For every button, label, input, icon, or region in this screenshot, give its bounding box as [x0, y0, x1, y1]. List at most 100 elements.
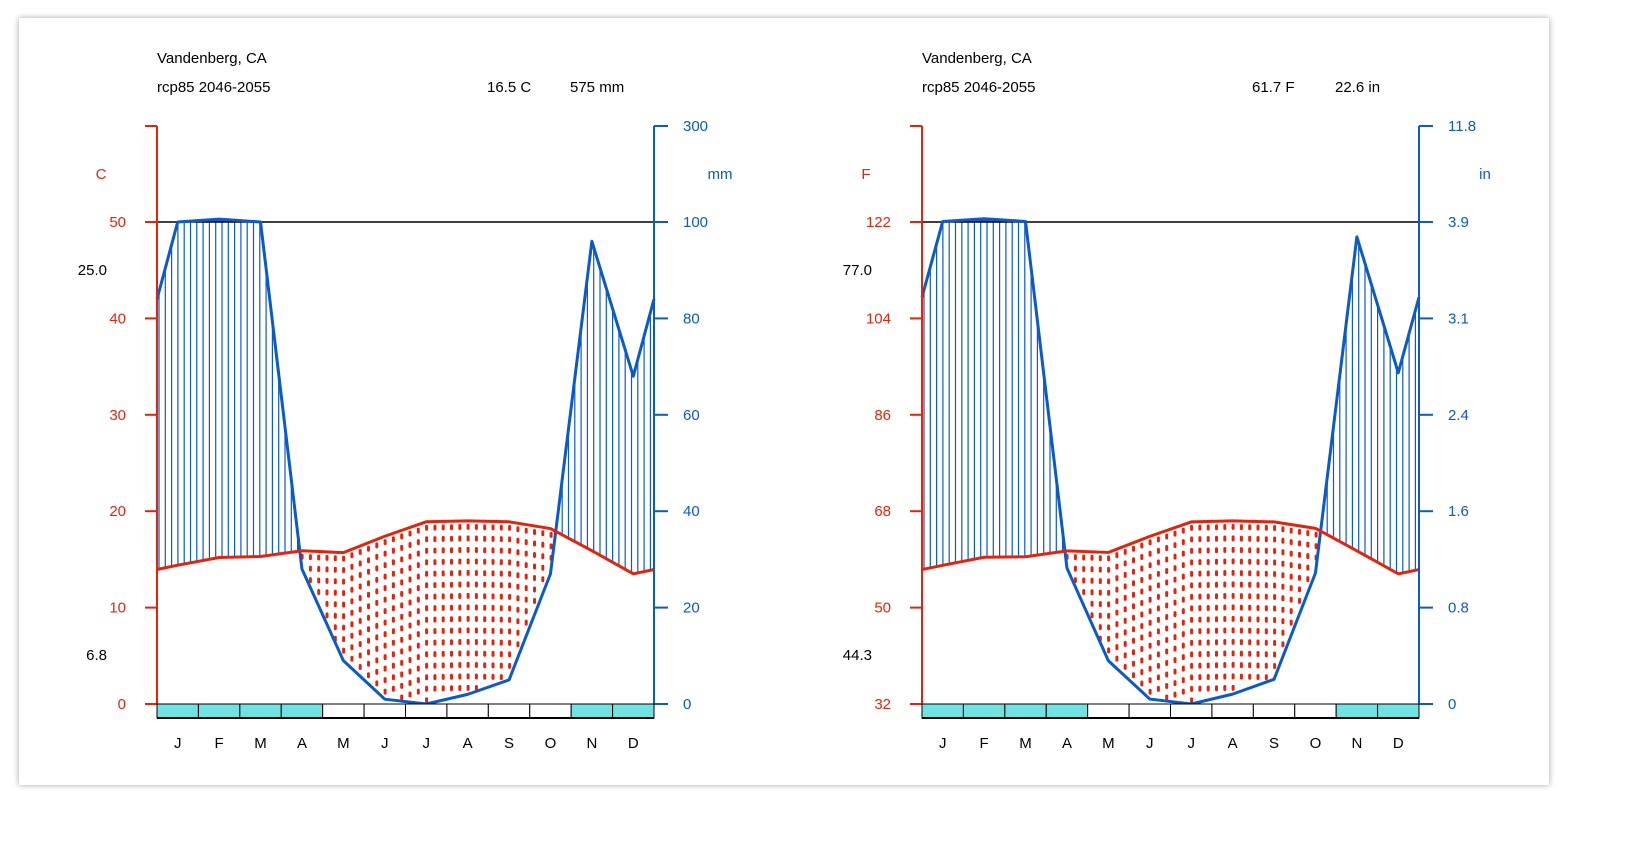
arid-dot	[1140, 634, 1144, 641]
arid-dot	[1206, 685, 1210, 692]
arid-dot	[1165, 648, 1169, 655]
arid-dot	[416, 527, 420, 534]
arid-dot	[516, 560, 520, 567]
arid-dot	[483, 558, 487, 565]
arid-dot	[1098, 578, 1102, 585]
arid-dot	[325, 612, 329, 619]
arid-dot	[1115, 655, 1119, 662]
arid-dot	[358, 606, 362, 613]
arid-dot	[408, 656, 412, 663]
arid-dot	[1156, 605, 1160, 612]
arid-dot	[483, 616, 487, 623]
arid-dot	[1090, 589, 1094, 596]
arid-dot	[358, 629, 362, 636]
arid-dot	[358, 617, 362, 624]
month-label: M	[254, 735, 267, 752]
arid-dot	[1156, 639, 1160, 646]
arid-dot	[391, 674, 395, 681]
arid-dot	[1206, 535, 1210, 542]
arid-dot	[416, 631, 420, 638]
arid-dot	[1239, 662, 1243, 669]
arid-dot	[1273, 616, 1277, 623]
arid-dot	[474, 650, 478, 657]
arid-dot	[541, 530, 545, 537]
arid-dot	[1181, 562, 1185, 569]
arid-dot	[1239, 650, 1243, 657]
arid-dot	[1190, 547, 1194, 554]
arid-dot	[499, 570, 503, 577]
arid-dot	[433, 639, 437, 646]
arid-dot	[1215, 639, 1218, 646]
arid-dot	[1198, 593, 1202, 600]
arid-dot	[375, 634, 379, 641]
arid-dot	[1264, 536, 1268, 543]
arid-dot	[1239, 535, 1243, 542]
arid-dot	[408, 530, 412, 537]
arid-dot	[1231, 535, 1235, 542]
arid-dot	[333, 612, 337, 619]
arid-dot	[1306, 553, 1310, 560]
arid-dot	[308, 565, 312, 572]
arid-dot	[441, 547, 445, 554]
month-cell	[962, 703, 1006, 719]
arid-dot	[400, 544, 404, 551]
arid-dot	[1090, 577, 1094, 584]
arid-dot	[1165, 694, 1169, 701]
arid-dot	[1273, 559, 1277, 566]
arid-dot	[1123, 583, 1127, 590]
arid-dot	[1264, 524, 1268, 531]
arid-period-dots	[1065, 523, 1318, 704]
arid-dot	[400, 648, 404, 655]
arid-dot	[541, 564, 545, 571]
arid-dot	[1223, 639, 1227, 646]
arid-dot	[1148, 585, 1152, 592]
arid-dot	[383, 677, 387, 684]
arid-dot	[425, 651, 429, 658]
arid-dot	[1073, 554, 1077, 561]
arid-dot	[425, 559, 429, 566]
arid-dot	[400, 579, 404, 586]
precipitation-tick-label: 3.9	[1448, 214, 1469, 231]
arid-dot	[391, 639, 395, 646]
arid-dot	[433, 685, 437, 692]
chart-subtitle: rcp85 2046-2055	[922, 79, 1035, 96]
arid-dot	[375, 645, 379, 652]
arid-dot	[491, 547, 495, 554]
arid-dot	[317, 577, 321, 584]
arid-dot	[358, 583, 362, 590]
arid-dot	[383, 665, 387, 672]
arid-dot	[1107, 555, 1111, 562]
arid-dot	[1198, 547, 1202, 554]
arid-dot	[1273, 536, 1277, 543]
arid-dot	[1132, 649, 1135, 656]
arid-dot	[450, 639, 453, 646]
arid-dot	[1273, 662, 1277, 669]
arid-dot	[1273, 524, 1277, 531]
arid-dot	[450, 593, 453, 600]
arid-dot	[1148, 573, 1152, 580]
arid-dot	[408, 587, 412, 594]
arid-dot	[1132, 591, 1135, 598]
arid-dot	[416, 642, 420, 649]
arid-dot	[1239, 524, 1243, 531]
arid-dot	[367, 672, 370, 679]
arid-dot	[1173, 576, 1177, 583]
arid-dot	[1239, 593, 1243, 600]
arid-dot	[450, 524, 453, 531]
arid-dot	[408, 633, 412, 640]
arid-dot	[1156, 674, 1160, 681]
arid-dot	[1140, 565, 1144, 572]
arid-dot	[400, 625, 404, 632]
month-cell	[156, 703, 199, 719]
humid-period-hatching	[923, 222, 1417, 573]
arid-dot	[325, 566, 329, 573]
arid-dot	[1206, 581, 1210, 588]
arid-dot	[508, 605, 512, 612]
arid-dot	[1173, 599, 1177, 606]
arid-dot	[425, 662, 429, 669]
arid-dot	[375, 599, 379, 606]
arid-dot	[1248, 558, 1252, 565]
month-cell	[1335, 703, 1379, 719]
arid-dot	[350, 598, 354, 605]
month-cell	[612, 703, 655, 719]
